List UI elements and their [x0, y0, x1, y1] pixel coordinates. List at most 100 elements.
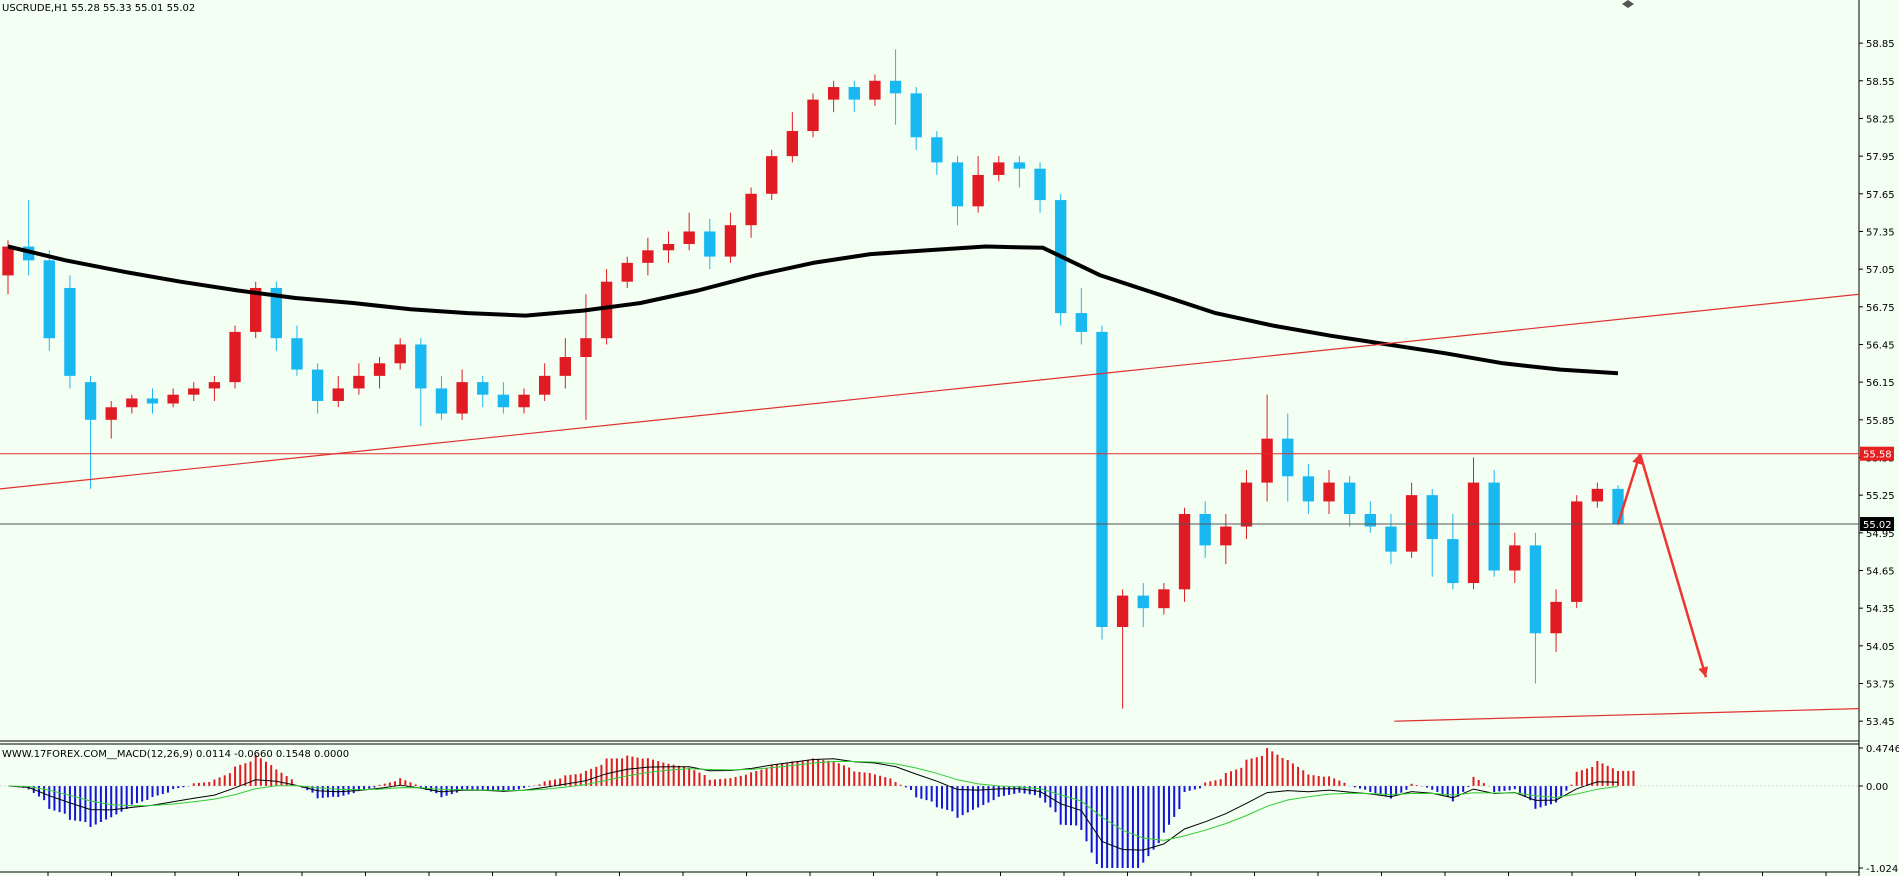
macd-pane [0, 748, 1859, 868]
macd-signal-line [7, 760, 1619, 841]
macd-tick-label: 0.00 [1866, 782, 1888, 793]
price-tag-box [1860, 446, 1894, 461]
candle-body [683, 231, 695, 245]
candle-body [1178, 513, 1191, 590]
candle-body [1282, 438, 1294, 477]
price-tick-label: 54.65 [1866, 566, 1895, 577]
candle-body [662, 244, 675, 251]
candle-body [146, 398, 159, 404]
price-tick-label: 56.15 [1866, 378, 1895, 389]
price-tick-label: 57.05 [1866, 265, 1895, 276]
candle-body [559, 357, 571, 376]
candle-body [415, 344, 427, 389]
candle-body [724, 225, 737, 257]
candle-body [889, 80, 902, 94]
candle-body [84, 382, 97, 420]
price-tick-label: 53.45 [1866, 717, 1895, 728]
macd-tick-label: -1.0249 [1866, 864, 1899, 875]
macd-line [7, 758, 1619, 851]
forecast-down-arrow [1638, 453, 1708, 678]
candle-body [1343, 482, 1356, 514]
candle-body [1323, 482, 1335, 502]
candle-body [642, 250, 654, 263]
price-tick-label: 57.35 [1866, 227, 1895, 238]
candle-body [1240, 482, 1253, 527]
candle-body [2, 246, 14, 276]
candle-body [373, 363, 386, 376]
candle-body [1509, 545, 1521, 571]
price-tick-label: 54.05 [1866, 642, 1895, 653]
candle-body [43, 260, 55, 339]
candle-body [951, 162, 964, 207]
candle-body [972, 174, 984, 207]
price-tick-label: 55.25 [1866, 491, 1895, 502]
candle-body [1199, 513, 1211, 546]
macd-header: WWW.17FOREX.COM__MACD(12,26,9) 0.0114 -0… [2, 749, 349, 760]
candle-body [1405, 495, 1418, 552]
price-tick-label: 56.45 [1866, 340, 1895, 351]
candle-body [456, 382, 468, 414]
price-tick-label: 57.65 [1866, 190, 1895, 201]
candle-body [1302, 476, 1315, 502]
candle-body [766, 156, 778, 194]
price-tick-label: 56.75 [1866, 303, 1895, 314]
forecast-down-arrow-head [1698, 666, 1708, 678]
candle-body [848, 87, 860, 100]
candle-body [167, 394, 179, 404]
candle-body [1571, 501, 1583, 602]
candle-body [332, 388, 344, 401]
candle-body [538, 375, 551, 395]
candle-body [1116, 595, 1129, 627]
price-tick-label: 57.95 [1866, 152, 1895, 163]
candle-body [621, 262, 633, 282]
candle-body [250, 287, 262, 332]
price-tick-label: 54.95 [1866, 529, 1895, 540]
candle-body [931, 137, 943, 163]
candle-body [394, 344, 406, 364]
candle-body [1591, 488, 1604, 502]
candle-body [270, 287, 283, 339]
candle-body [208, 382, 221, 389]
candle-body [477, 382, 489, 395]
price-tick-label: 58.85 [1866, 39, 1895, 50]
price-tag-label: 55.02 [1863, 520, 1892, 531]
price-pane [0, 49, 1860, 722]
price-tick-label: 53.75 [1866, 679, 1895, 690]
forecast-up-arrow [1616, 453, 1642, 525]
candle-body [188, 388, 200, 395]
chart-header: USCRUDE,H1 55.28 55.33 55.01 55.02 [2, 3, 195, 14]
candle-body [1364, 513, 1376, 527]
candle-body [311, 369, 324, 401]
candle-body [1447, 539, 1459, 584]
moving-average-line [7, 244, 1619, 376]
candle-body [353, 375, 365, 389]
candle-body [1529, 545, 1542, 634]
candle-body [105, 407, 117, 420]
price-axis: 58.85 58.55 58.25 57.95 57.65 57.35 57.05 56.75… [47, 39, 1899, 876]
candle-body [869, 80, 881, 100]
price-tick-label: 58.55 [1866, 77, 1895, 88]
bottom-trendline [1394, 708, 1860, 722]
candle-body [291, 338, 303, 370]
candle-body [1488, 482, 1500, 571]
chart-shift-marker-icon[interactable] [1622, 0, 1634, 8]
candle-body [827, 87, 840, 100]
candle-body [1013, 162, 1026, 169]
candle-body [704, 231, 716, 257]
candle-body [745, 193, 757, 226]
candle-body [1220, 526, 1232, 546]
candle-body [435, 388, 448, 414]
price-tag-box [1860, 517, 1894, 532]
price-tick-label: 58.25 [1866, 114, 1895, 125]
candle-body [126, 398, 138, 408]
candle-body [1261, 438, 1273, 483]
candle-body [1426, 495, 1438, 540]
candle-body [1075, 313, 1088, 332]
candle-body [229, 331, 241, 383]
macd-tick-label: 0.4746 [1866, 744, 1899, 755]
price-tick-label: 54.35 [1866, 604, 1895, 615]
forecast-up-arrow-head [1632, 453, 1642, 465]
candle-body [64, 287, 76, 376]
